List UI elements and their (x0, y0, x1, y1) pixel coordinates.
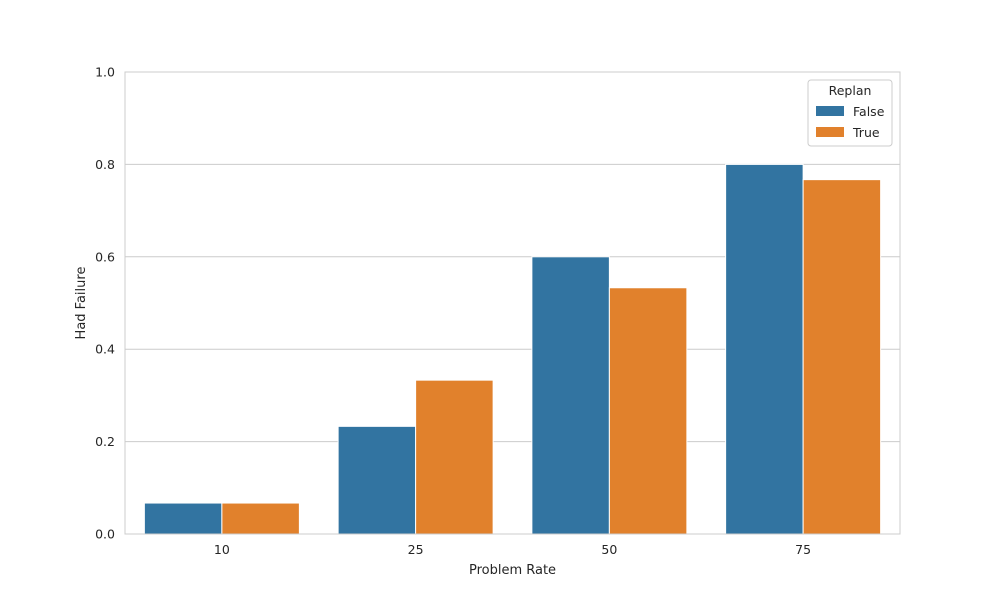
x-tick-label: 25 (408, 542, 424, 557)
bar-true-10 (221, 502, 300, 535)
x-axis-label: Problem Rate (469, 563, 556, 578)
bar-true-50 (608, 287, 688, 535)
x-tick-label: 50 (601, 542, 617, 557)
y-tick-label: 0.4 (95, 342, 115, 357)
bar-false-10 (143, 502, 223, 535)
x-tick-label: 75 (795, 542, 811, 557)
legend-swatch-false (816, 106, 844, 116)
bar-false-50 (531, 256, 610, 535)
bar-false-75 (725, 163, 804, 535)
y-tick-labels: 0.0 0.2 0.4 0.6 0.8 1.0 (95, 65, 115, 542)
legend-label-true: True (852, 125, 880, 140)
legend-title: Replan (829, 83, 872, 98)
y-tick-label: 0.8 (95, 157, 115, 172)
legend-swatch-true (816, 127, 844, 137)
plot-frame (124, 71, 901, 535)
y-tick-label: 0.6 (95, 249, 115, 264)
bar-true-25 (415, 379, 494, 535)
x-tick-label: 10 (214, 542, 230, 557)
legend: Replan False True (807, 79, 893, 147)
y-axis-label: Had Failure (74, 267, 89, 340)
x-tick-labels: 10 25 50 75 (214, 542, 811, 557)
bar-false-25 (337, 425, 417, 535)
bar-true-75 (802, 179, 882, 535)
y-tick-label: 0.2 (95, 434, 115, 449)
y-tick-label: 1.0 (95, 65, 115, 80)
bars (143, 163, 882, 535)
y-tick-label: 0.0 (95, 527, 115, 542)
legend-label-false: False (853, 104, 885, 119)
